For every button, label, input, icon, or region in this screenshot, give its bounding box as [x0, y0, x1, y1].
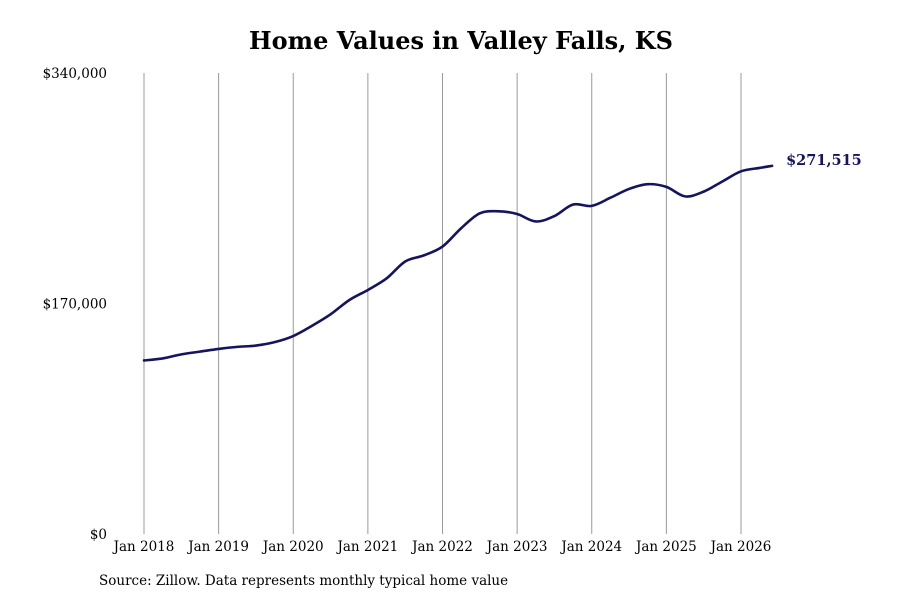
x-axis-tick-labels: Jan 2018 Jan 2019 Jan 2020 Jan 2021 Jan 2022…: [112, 539, 772, 555]
source-note: Source: Zillow. Data represents monthly …: [99, 573, 509, 589]
x-tick-label: Jan 2026: [709, 539, 772, 555]
x-tick-label: Jan 2023: [485, 539, 548, 555]
y-tick-label: $340,000: [43, 66, 107, 82]
series-layer: [142, 164, 774, 362]
chart-title: Home Values in Valley Falls, KS: [249, 26, 673, 55]
x-tick-label: Jan 2020: [261, 539, 324, 555]
y-tick-label: $170,000: [43, 297, 107, 313]
x-tick-label: Jan 2021: [335, 539, 398, 555]
series-line-0: [142, 164, 774, 362]
y-tick-label: $0: [90, 527, 107, 543]
y-axis-tick-labels: $0 $170,000 $340,000: [43, 66, 107, 543]
x-tick-label: Jan 2024: [559, 539, 622, 555]
x-tick-label: Jan 2025: [634, 539, 697, 555]
annotation-layer: $271,515: [786, 152, 862, 169]
gridlines: [143, 73, 742, 534]
x-tick-label: Jan 2019: [186, 539, 249, 555]
x-tick-label: Jan 2018: [112, 539, 175, 555]
end-value-label: $271,515: [786, 152, 862, 169]
x-tick-label: Jan 2022: [410, 539, 473, 555]
